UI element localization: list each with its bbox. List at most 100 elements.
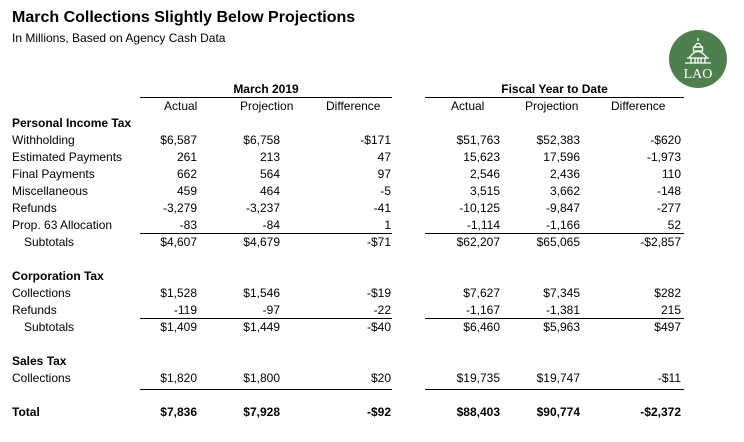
total-rule-march	[140, 389, 392, 390]
cell-march-difference: -22	[373, 303, 391, 317]
cell-march-difference: -$40	[366, 320, 391, 334]
cell-march-projection: 213	[259, 150, 280, 164]
cell-fytd-actual: 15,623	[463, 150, 500, 164]
cell-march-difference: -5	[380, 184, 391, 198]
cell-march-projection: 464	[259, 184, 280, 198]
subtotal-row: Subtotals $1,409 $1,449 -$40 $6,460 $5,9…	[0, 320, 744, 337]
cell-march-difference: 47	[377, 150, 391, 164]
cell-fytd-projection: -1,166	[545, 218, 580, 232]
cell-fytd-actual: -1,114	[466, 218, 500, 232]
cell-fytd-difference: -277	[656, 201, 681, 215]
cell-fytd-difference: -$2,857	[640, 235, 681, 249]
table-row: Collections $1,528 $1,546 -$19 $7,627 $7…	[0, 286, 744, 303]
cell-fytd-projection: $65,065	[536, 235, 580, 249]
cell-march-projection: $1,800	[243, 371, 280, 385]
section-heading-row: Corporation Tax	[0, 269, 744, 286]
col-header-fytd-difference: Difference	[611, 99, 666, 113]
subtotal-row: Subtotals $4,607 $4,679 -$71 $62,207 $65…	[0, 235, 744, 252]
cell-fytd-projection: $52,383	[536, 133, 580, 147]
cell-fytd-difference: 215	[660, 303, 681, 317]
row-label: Withholding	[12, 133, 75, 147]
row-label: Collections	[12, 286, 71, 300]
cell-march-difference: -$92	[366, 405, 391, 419]
cell-fytd-difference: -$2,372	[640, 405, 681, 419]
cell-fytd-difference: -1,973	[646, 150, 681, 164]
cell-march-actual: -119	[173, 303, 197, 317]
table-row: Refunds -3,279 -3,237 -41 -10,125 -9,847…	[0, 201, 744, 218]
group-rule-fytd	[425, 97, 684, 98]
cell-march-actual: $7,836	[160, 405, 197, 419]
section-heading-row: Personal Income Tax	[0, 116, 744, 133]
cell-march-actual: 459	[176, 184, 197, 198]
cell-march-projection: $6,758	[243, 133, 280, 147]
cell-march-actual: -83	[179, 218, 197, 232]
section-heading-row: Sales Tax	[0, 354, 744, 371]
cell-march-actual: $1,528	[160, 286, 197, 300]
total-rule-fytd	[425, 389, 684, 390]
cell-march-difference: 1	[384, 218, 391, 232]
cell-march-projection: 564	[259, 167, 280, 181]
group-header-fytd: Fiscal Year to Date	[501, 82, 608, 96]
cell-march-difference: -$171	[360, 133, 391, 147]
cell-march-difference: 97	[377, 167, 391, 181]
section-heading: Corporation Tax	[12, 269, 104, 283]
cell-fytd-projection: 3,662	[549, 184, 580, 198]
cell-fytd-projection: 2,436	[549, 167, 580, 181]
cell-march-projection: $7,928	[243, 405, 280, 419]
cell-march-projection: -97	[262, 303, 280, 317]
cell-march-actual: $4,607	[160, 235, 197, 249]
row-label: Estimated Payments	[12, 150, 123, 164]
cell-fytd-projection: -9,847	[545, 201, 580, 215]
total-row: Total $7,836 $7,928 -$92 $88,403 $90,774…	[0, 405, 744, 422]
row-label: Refunds	[12, 201, 57, 215]
table-title: March Collections Slightly Below Project…	[12, 9, 356, 26]
lao-logo: LAO	[669, 30, 727, 88]
cell-march-projection: $4,679	[243, 235, 280, 249]
cell-fytd-actual: $51,763	[456, 133, 500, 147]
row-label: Refunds	[12, 303, 57, 317]
cell-march-actual: $1,820	[160, 371, 197, 385]
cell-march-difference: -41	[373, 201, 391, 215]
cell-fytd-difference: $282	[654, 286, 681, 300]
cell-fytd-actual: $6,460	[463, 320, 500, 334]
cell-fytd-actual: $19,735	[456, 371, 500, 385]
cell-march-actual: $1,409	[160, 320, 197, 334]
cell-fytd-projection: $90,774	[536, 405, 580, 419]
table-row: Prop. 63 Allocation -83 -84 1 -1,114 -1,…	[0, 218, 744, 235]
table-subtitle: In Millions, Based on Agency Cash Data	[12, 31, 226, 45]
table-row: Withholding $6,587 $6,758 -$171 $51,763 …	[0, 133, 744, 150]
cell-march-actual: 662	[176, 167, 197, 181]
subtotal-rule-march	[140, 233, 392, 234]
row-label: Collections	[12, 371, 71, 385]
col-header-fytd-actual: Actual	[451, 99, 485, 113]
cell-fytd-projection: $19,747	[536, 371, 580, 385]
cell-fytd-actual: -10,125	[459, 201, 500, 215]
cell-fytd-actual: $88,403	[456, 405, 500, 419]
cell-fytd-difference: $497	[654, 320, 681, 334]
cell-fytd-projection: 17,596	[543, 150, 580, 164]
section-heading: Sales Tax	[12, 354, 67, 368]
cell-fytd-actual: 2,546	[469, 167, 500, 181]
section-heading: Personal Income Tax	[12, 116, 132, 130]
cell-fytd-difference: 110	[661, 167, 681, 181]
row-label: Subtotals	[24, 235, 75, 249]
cell-fytd-difference: -148	[656, 184, 681, 198]
cell-fytd-actual: 3,515	[469, 184, 500, 198]
capitol-dome-icon	[685, 38, 711, 64]
col-header-march-difference: Difference	[326, 99, 381, 113]
cell-fytd-difference: -$11	[657, 371, 681, 385]
group-rule-march	[140, 97, 392, 98]
row-label: Prop. 63 Allocation	[12, 218, 113, 232]
cell-march-actual: -3,279	[162, 201, 197, 215]
group-header-march: March 2019	[233, 82, 299, 96]
cell-fytd-difference: 52	[667, 218, 681, 232]
row-label: Total	[12, 405, 40, 419]
col-header-march-actual: Actual	[164, 99, 198, 113]
col-header-fytd-projection: Projection	[525, 99, 579, 113]
subtotal-rule-fytd	[425, 233, 684, 234]
col-header-march-projection: Projection	[240, 99, 294, 113]
table-row: Refunds -119 -97 -22 -1,167 -1,381 215	[0, 303, 744, 320]
cell-fytd-actual: -1,167	[465, 303, 500, 317]
row-label: Miscellaneous	[12, 184, 89, 198]
table-row: Miscellaneous 459 464 -5 3,515 3,662 -14…	[0, 184, 744, 201]
